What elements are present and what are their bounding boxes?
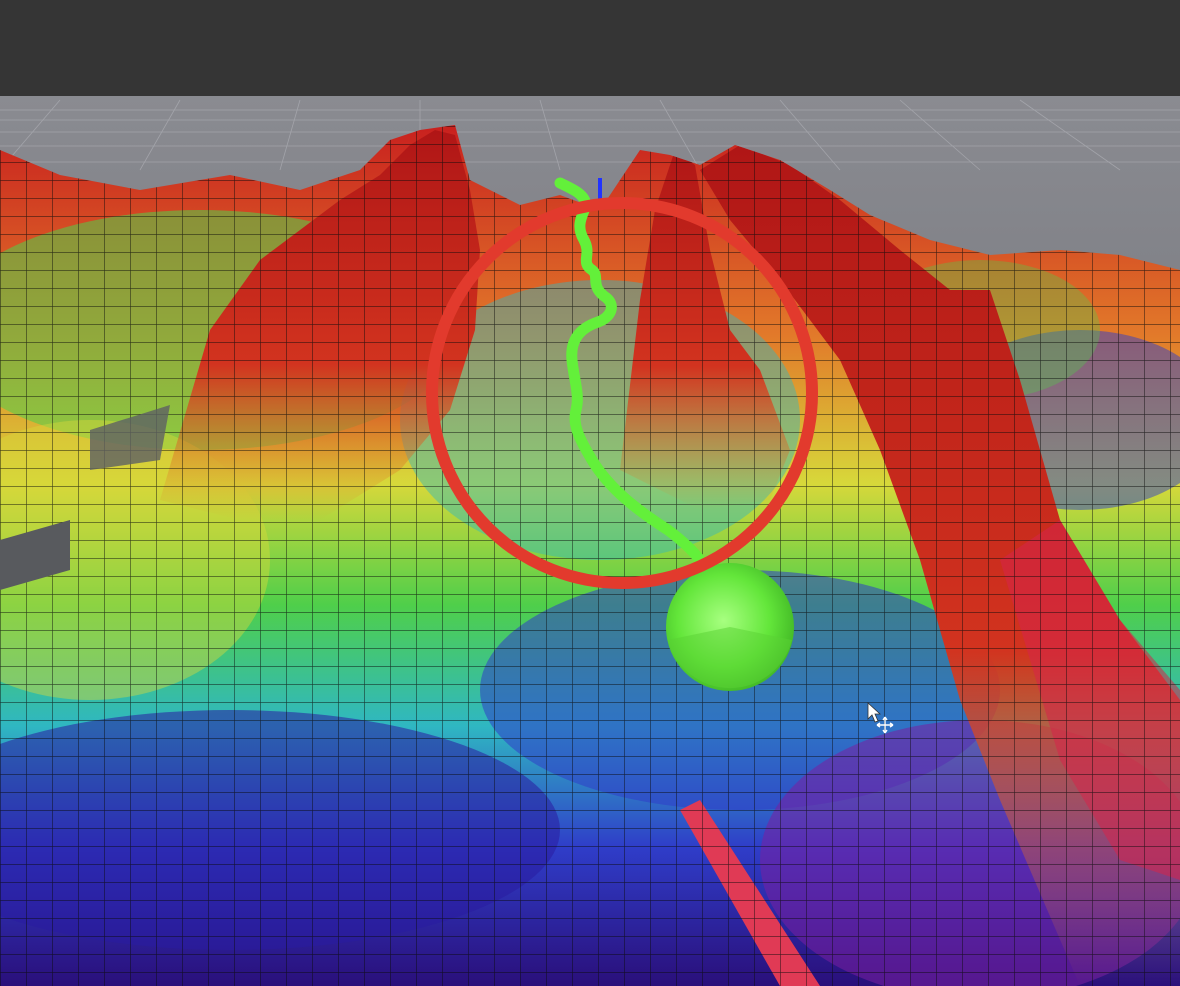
planned-path [554,177,706,566]
cone-marker-icon[interactable] [666,563,794,691]
axis-marker [598,178,602,202]
move-cursor-icon [867,702,894,734]
ground-grid [0,99,1180,171]
highlight-circle [426,197,818,589]
toolbar-strip [0,0,1180,100]
plateau-patch [90,405,170,470]
3d-viewport[interactable] [0,96,1180,986]
terrain-surface [0,125,1180,986]
plateau-patch [0,520,70,590]
